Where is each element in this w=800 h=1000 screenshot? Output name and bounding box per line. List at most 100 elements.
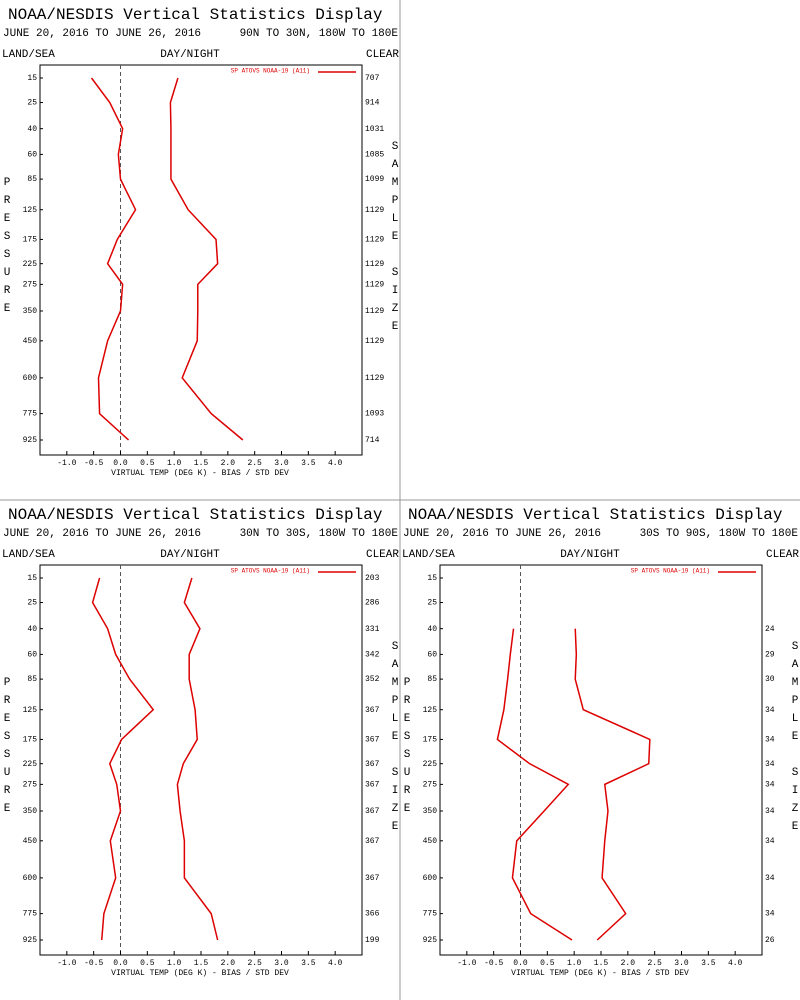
label-letter: R [404, 695, 411, 707]
y-tick-label: 600 [423, 874, 438, 883]
x-tick-label: 0.5 [140, 459, 155, 468]
y-tick-label: 925 [423, 936, 438, 945]
bias-line [91, 577, 155, 941]
label-letter: A [392, 659, 399, 671]
label-letter: E [4, 803, 11, 815]
x-tick-label: -1.0 [57, 959, 76, 968]
y-tick-label: 775 [23, 410, 38, 419]
sample-size: 29 [765, 651, 775, 660]
sample-size: 34 [765, 736, 775, 745]
land-sea: LAND/SEA [402, 549, 455, 561]
y-tick-label: 225 [423, 760, 438, 769]
label-letter: I [392, 285, 399, 297]
x-tick-label: 4.0 [328, 459, 343, 468]
label-letter: E [404, 713, 411, 725]
y-tick-label: 125 [23, 206, 38, 215]
subtitle: JUNE 20, 2016 TO JUNE 26, 2016 [403, 528, 601, 540]
label-letter: P [392, 695, 399, 707]
sample-size: 352 [365, 675, 380, 684]
label-letter: E [792, 821, 799, 833]
sample-size: 1129 [365, 280, 384, 289]
label-letter: S [4, 749, 11, 761]
y-tick-label: 60 [27, 151, 37, 160]
y-tick-label: 925 [23, 936, 38, 945]
sample-size: 1129 [365, 337, 384, 346]
label-letter: R [404, 785, 411, 797]
sample-size: 203 [365, 574, 380, 583]
label-letter [392, 749, 399, 761]
sample-size: 34 [765, 874, 775, 883]
sample-size: 24 [765, 625, 775, 634]
chart-panel: NOAA/NESDIS Vertical Statistics Display J… [2, 6, 399, 478]
label-letter: S [4, 231, 11, 243]
x-tick-label: 0.0 [113, 959, 128, 968]
label-letter: S [392, 767, 399, 779]
label-letter: S [392, 141, 399, 153]
y-tick-label: 25 [27, 99, 37, 108]
x-tick-label: 2.5 [647, 959, 662, 968]
y-tick-label: 85 [427, 675, 437, 684]
bias-line [496, 628, 573, 941]
x-tick-label: 3.0 [274, 959, 289, 968]
label-letter: E [392, 821, 399, 833]
subtitle: JUNE 20, 2016 TO JUNE 26, 2016 [3, 528, 201, 540]
y-tick-label: 15 [27, 74, 37, 83]
sample-size: 342 [365, 651, 380, 660]
y-tick-label: 175 [23, 236, 38, 245]
y-tick-label: 275 [23, 280, 38, 289]
sample-size: 367 [365, 706, 380, 715]
y-tick-label: 275 [23, 780, 38, 789]
sample-size: 367 [365, 780, 380, 789]
x-tick-label: 3.5 [301, 959, 316, 968]
sample-size: 1129 [365, 307, 384, 316]
label-letter: R [4, 195, 11, 207]
x-axis-label: VIRTUAL TEMP (DEG K) - BIAS / STD DEV [511, 969, 689, 978]
label-letter: U [4, 767, 11, 779]
sample-size: 367 [365, 736, 380, 745]
region: 30S TO 90S, 180W TO 180E [640, 528, 799, 540]
sample-size: 1093 [365, 410, 384, 419]
x-tick-label: 4.0 [328, 959, 343, 968]
y-tick-label: 225 [23, 760, 38, 769]
label-letter: A [792, 659, 799, 671]
x-tick-label: 3.5 [701, 959, 716, 968]
x-tick-label: -1.0 [57, 459, 76, 468]
label-letter: L [392, 213, 399, 225]
label-letter: S [392, 267, 399, 279]
label-letter: S [404, 731, 411, 743]
label-letter [392, 249, 399, 261]
x-tick-label: 2.5 [247, 959, 262, 968]
clear: CLEAR [766, 549, 799, 561]
sample-size: 707 [365, 74, 380, 83]
label-letter: L [392, 713, 399, 725]
day-night: DAY/NIGHT [560, 549, 620, 561]
sample-size: 1031 [365, 125, 384, 134]
label-letter: P [4, 677, 11, 689]
sample-size: 1129 [365, 236, 384, 245]
sample-size: 26 [765, 936, 775, 945]
x-tick-label: 1.5 [594, 959, 609, 968]
label-letter: P [404, 677, 411, 689]
y-tick-label: 350 [23, 307, 38, 316]
label-letter: M [392, 177, 399, 189]
label-letter: P [392, 195, 399, 207]
label-letter: U [4, 267, 11, 279]
sample-size: 30 [765, 675, 775, 684]
x-tick-label: 1.5 [194, 959, 209, 968]
label-letter: R [4, 695, 11, 707]
label-letter: R [4, 285, 11, 297]
label-letter: A [392, 159, 399, 171]
label-letter: E [4, 713, 11, 725]
label-letter: I [792, 785, 799, 797]
label-letter: P [4, 177, 11, 189]
y-tick-label: 600 [23, 374, 38, 383]
x-tick-label: 3.0 [274, 459, 289, 468]
sample-size: 1085 [365, 151, 384, 160]
y-tick-label: 925 [23, 436, 38, 445]
land-sea: LAND/SEA [2, 49, 55, 61]
